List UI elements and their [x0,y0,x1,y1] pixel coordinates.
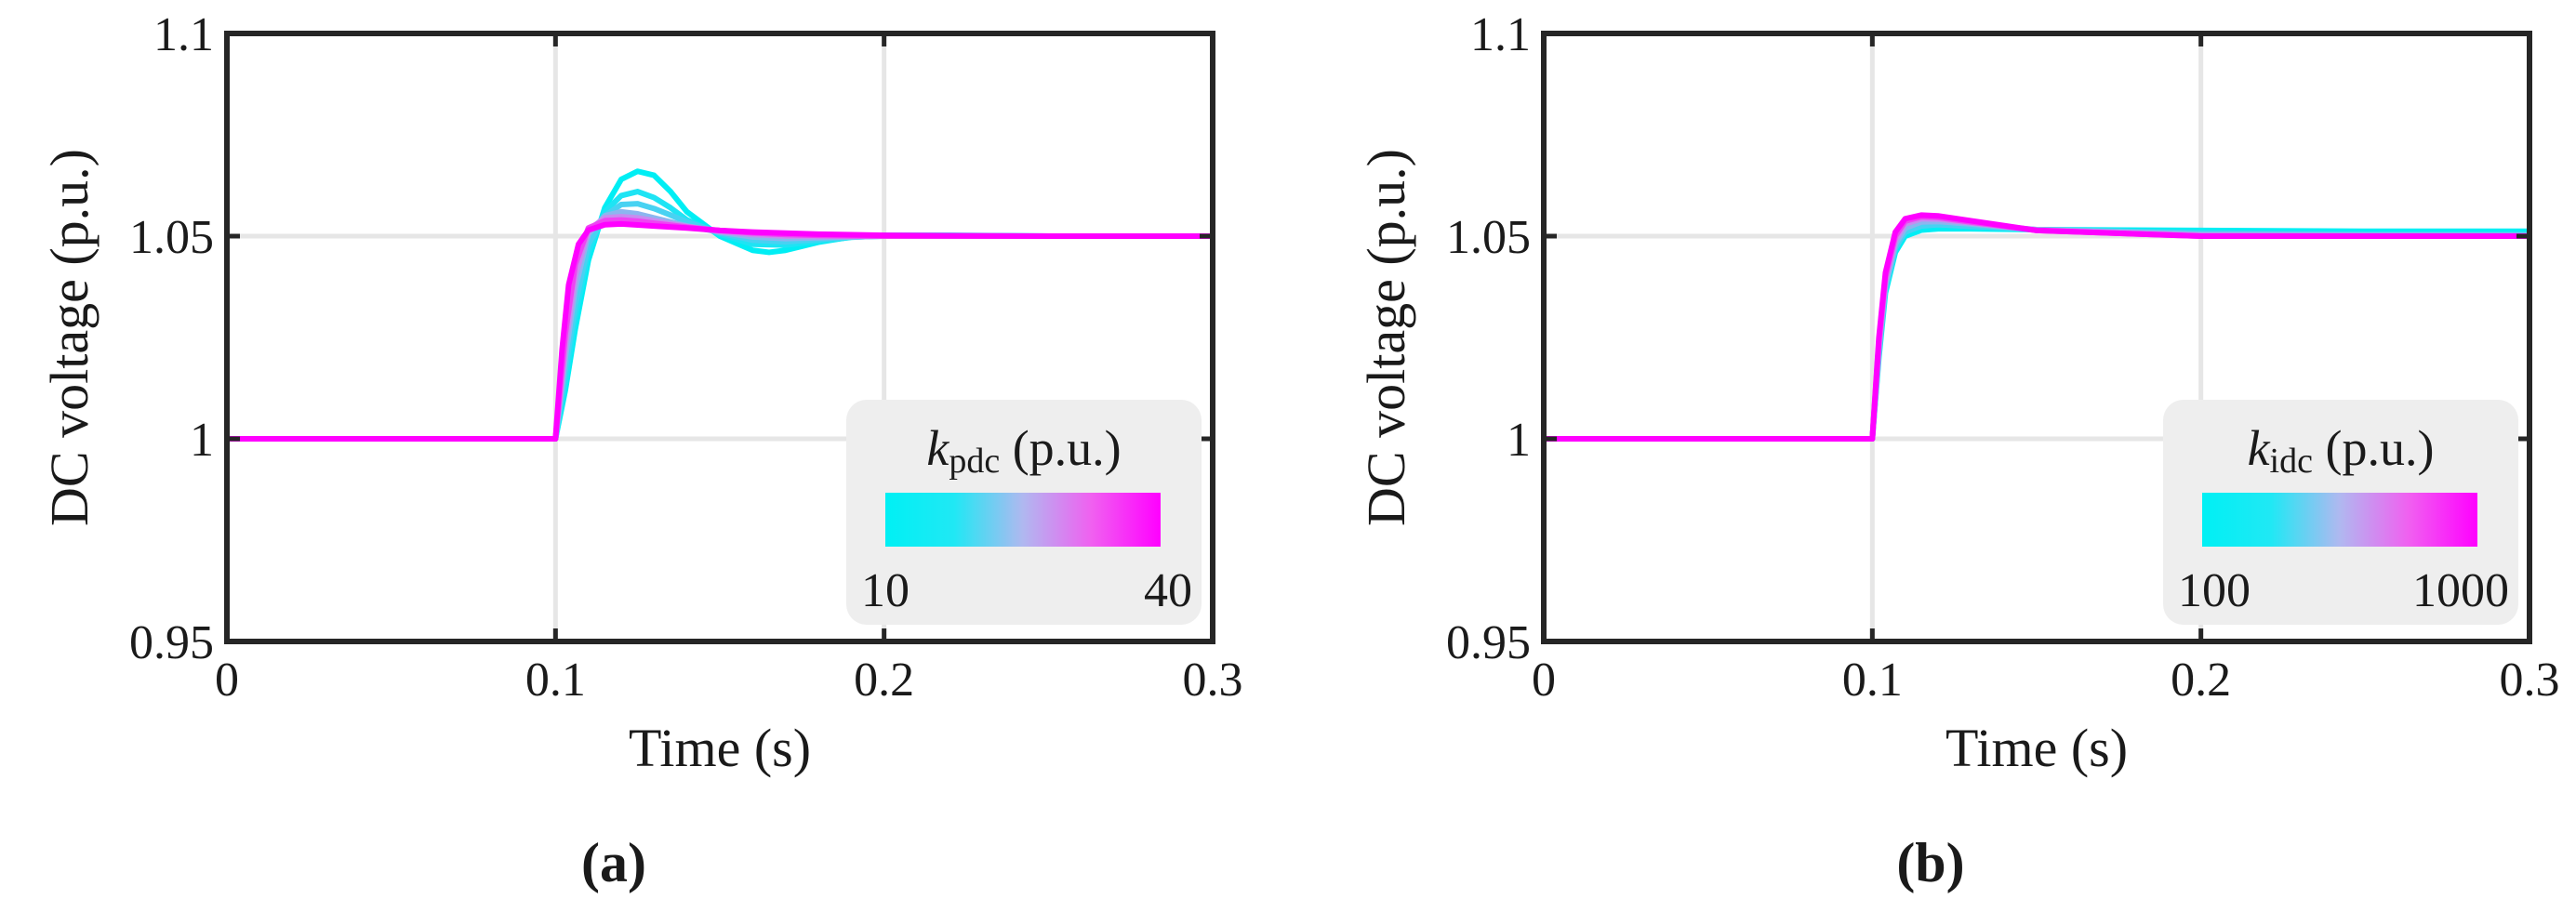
x-tick-label: 0.3 [2500,654,2560,707]
colorbar-title-symbol: k [2248,420,2271,476]
colorbar-legend: kpdc (p.u.) 10 40 [846,400,1202,625]
series-line-7 [227,220,1213,442]
x-axis-label: Time (s) [1945,718,2128,778]
x-tick-label: 0.1 [525,654,586,707]
y-tick-label: 1 [190,414,214,467]
y-tick-label: 1.1 [1470,8,1531,61]
series-line-6 [1544,212,2530,442]
colorbar-legend: kidc (p.u.) 100 1000 [2163,400,2518,625]
x-tick-label: 0 [215,654,239,707]
colorbar-max-label: 1000 [2412,564,2509,617]
colorbar-gradient [2202,493,2477,547]
chart-panel-b: 0 0.1 0.2 0.3 0.95 1 1.05 1.1 Time (s) DC voltage… [1356,8,2560,893]
x-tick-label: 0.2 [2171,654,2231,707]
colorbar-title-subscript: pdc [949,442,1000,481]
x-axis-label: Time (s) [629,718,811,778]
x-tick-label: 0.1 [1842,654,1903,707]
y-tick-label: 1.05 [1446,211,1531,264]
y-tick-label: 1 [1507,414,1531,467]
y-axis-label: DC voltage (p.u.) [1356,149,1416,526]
colorbar-min-label: 10 [861,564,910,617]
x-tick-label: 0 [1532,654,1556,707]
colorbar-title-symbol: k [926,420,949,476]
y-tick-label: 0.95 [1446,616,1531,669]
colorbar-title: kpdc (p.u.) [926,420,1121,481]
chart-panel-a: 0 0.1 0.2 0.3 0.95 1 1.05 1.1 Time (s) DC voltage… [39,8,1243,893]
colorbar-min-label: 100 [2178,564,2251,617]
series-group [1544,212,2530,442]
y-tick-label: 0.95 [129,616,214,669]
colorbar-title-unit: (p.u.) [2313,420,2434,476]
panel-label: (a) [581,832,646,893]
colorbar-title: kidc (p.u.) [2248,420,2435,481]
colorbar-gradient [885,493,1161,547]
x-tick-label: 0.3 [1183,654,1243,707]
y-tick-label: 1.05 [129,211,214,264]
x-tick-label: 0.2 [854,654,914,707]
colorbar-max-label: 40 [1144,564,1192,617]
axes-frame [224,31,1215,644]
series-group [227,168,1213,442]
colorbar-title-unit: (p.u.) [1000,420,1121,476]
panel-label: (b) [1896,832,1964,893]
colorbar-title-subscript: idc [2270,442,2313,481]
axes-frame [1541,31,2532,644]
y-tick-label: 1.1 [153,8,214,61]
y-axis-label: DC voltage (p.u.) [39,149,100,526]
